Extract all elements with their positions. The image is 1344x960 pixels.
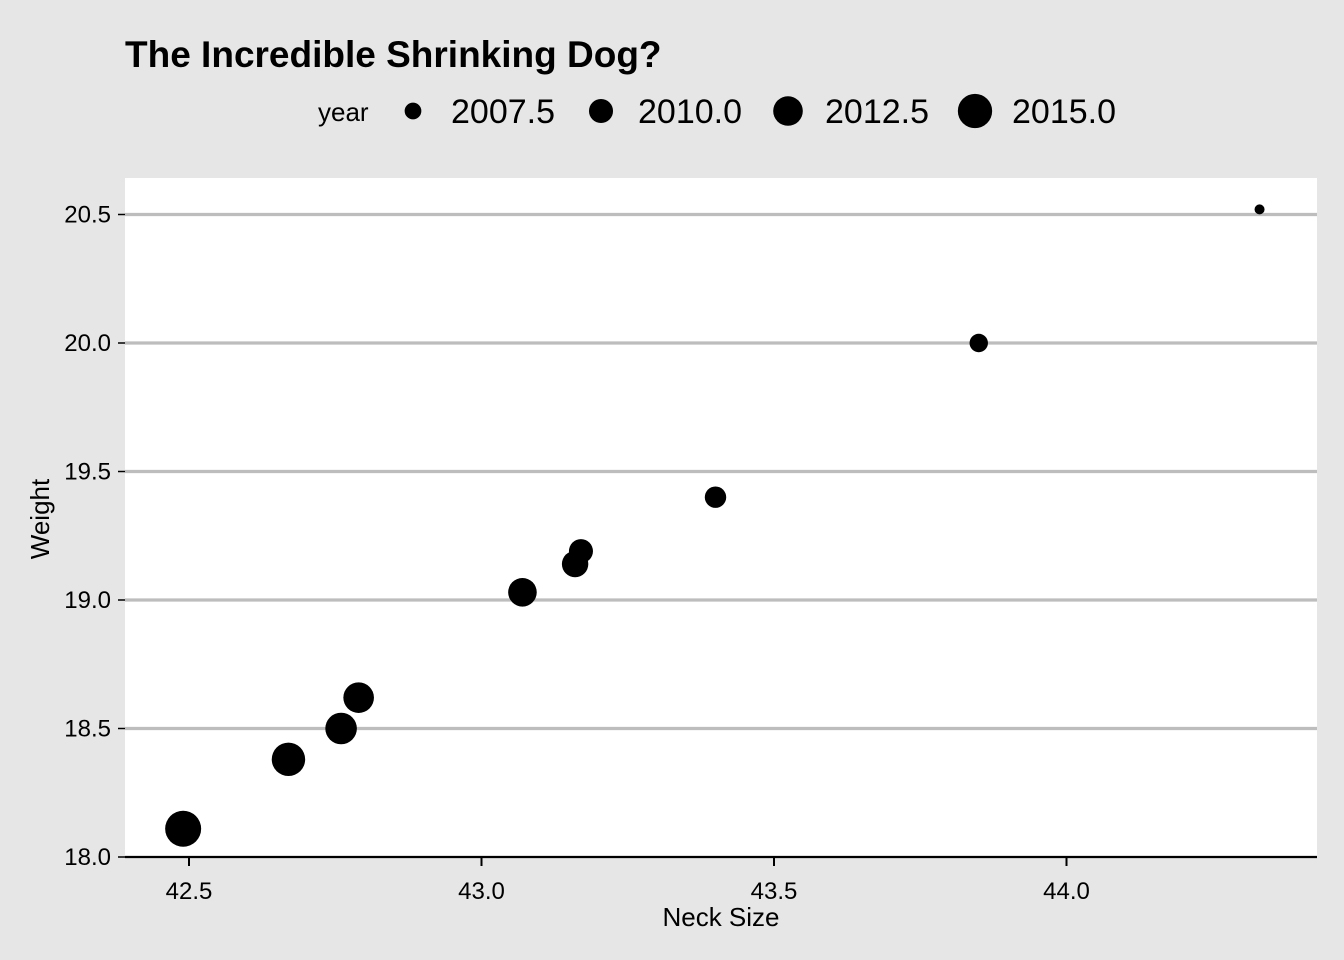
legend-key xyxy=(773,96,803,126)
y-axis-label: Weight xyxy=(25,478,55,559)
legend-key xyxy=(957,93,993,129)
data-points xyxy=(165,204,1265,847)
legend-label: 2015.0 xyxy=(1012,93,1116,131)
legend-label: 2007.5 xyxy=(451,93,555,131)
data-point xyxy=(165,810,202,847)
x-axis-label: Neck Size xyxy=(662,902,779,932)
x-tick-label: 42.5 xyxy=(166,878,213,905)
gridlines xyxy=(125,212,1317,731)
data-point xyxy=(271,742,306,777)
data-point xyxy=(561,550,589,578)
y-tick-label: 19.5 xyxy=(64,459,111,486)
legend: year 2007.5 2010.0 2012.5 2015.0 xyxy=(318,93,1116,131)
legend-key xyxy=(588,98,614,124)
y-tick-label: 18.0 xyxy=(64,844,111,871)
legend-label: 2012.5 xyxy=(825,93,929,131)
data-point xyxy=(343,682,374,713)
plot-panel xyxy=(125,178,1317,857)
data-point xyxy=(1254,204,1265,215)
x-axis-ticks: 42.5 43.0 43.5 44.0 xyxy=(166,857,1090,905)
data-point xyxy=(325,712,357,745)
y-tick-label: 18.5 xyxy=(64,716,111,743)
x-tick-label: 43.0 xyxy=(458,878,505,905)
y-tick-label: 20.0 xyxy=(64,330,111,357)
y-tick-label: 20.5 xyxy=(64,202,111,229)
data-point xyxy=(508,577,537,607)
y-axis-ticks: 18.0 18.5 19.0 19.5 20.0 20.5 xyxy=(64,202,125,871)
data-point xyxy=(704,486,727,508)
legend-title: year xyxy=(318,97,369,127)
legend-label: 2010.0 xyxy=(638,93,742,131)
data-point xyxy=(969,333,988,353)
chart-title: The Incredible Shrinking Dog? xyxy=(125,34,662,75)
y-tick-label: 19.0 xyxy=(64,587,111,614)
x-tick-label: 44.0 xyxy=(1043,878,1090,905)
x-tick-label: 43.5 xyxy=(751,878,798,905)
legend-key xyxy=(404,102,422,120)
